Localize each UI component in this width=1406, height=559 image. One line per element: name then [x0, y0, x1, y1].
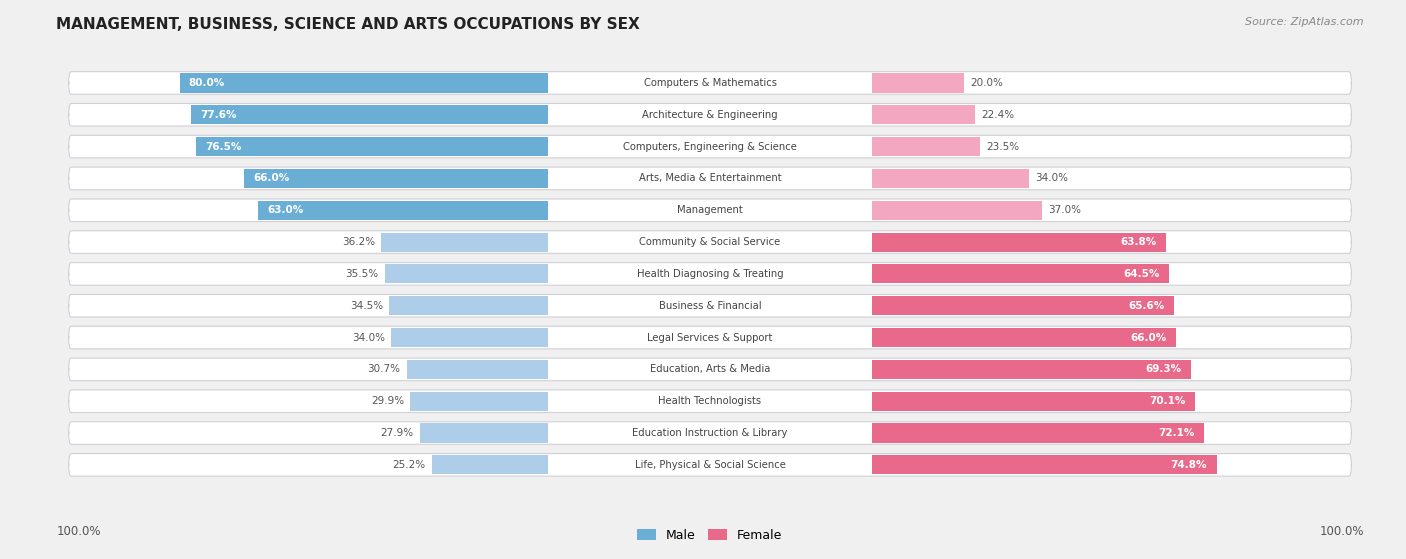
- FancyBboxPatch shape: [69, 167, 1351, 190]
- Bar: [872, 169, 1029, 188]
- Bar: [872, 296, 1174, 315]
- Text: 20.0%: 20.0%: [970, 78, 1002, 88]
- FancyBboxPatch shape: [69, 358, 1351, 381]
- Bar: [411, 392, 548, 411]
- Text: 30.7%: 30.7%: [367, 364, 401, 375]
- Text: 66.0%: 66.0%: [1130, 333, 1167, 343]
- FancyBboxPatch shape: [69, 263, 1351, 285]
- Text: 37.0%: 37.0%: [1049, 205, 1081, 215]
- Text: 74.8%: 74.8%: [1171, 460, 1208, 470]
- FancyBboxPatch shape: [69, 103, 1351, 126]
- Bar: [872, 264, 1170, 283]
- Text: 34.0%: 34.0%: [353, 333, 385, 343]
- Text: Architecture & Engineering: Architecture & Engineering: [643, 110, 778, 120]
- Text: Health Diagnosing & Treating: Health Diagnosing & Treating: [637, 269, 783, 279]
- Text: 25.2%: 25.2%: [392, 460, 426, 470]
- FancyBboxPatch shape: [548, 424, 872, 443]
- FancyBboxPatch shape: [548, 233, 872, 252]
- Text: 77.6%: 77.6%: [200, 110, 236, 120]
- Text: 35.5%: 35.5%: [346, 269, 378, 279]
- Text: 80.0%: 80.0%: [188, 78, 225, 88]
- Text: 34.5%: 34.5%: [350, 301, 382, 311]
- Text: 22.4%: 22.4%: [981, 110, 1015, 120]
- Bar: [406, 360, 548, 379]
- FancyBboxPatch shape: [548, 456, 872, 475]
- Bar: [257, 201, 548, 220]
- Text: Health Technologists: Health Technologists: [658, 396, 762, 406]
- Text: 100.0%: 100.0%: [1319, 525, 1364, 538]
- FancyBboxPatch shape: [69, 295, 1351, 317]
- FancyBboxPatch shape: [548, 328, 872, 347]
- Text: Life, Physical & Social Science: Life, Physical & Social Science: [634, 460, 786, 470]
- Legend: Male, Female: Male, Female: [633, 524, 787, 547]
- Text: Community & Social Service: Community & Social Service: [640, 237, 780, 247]
- FancyBboxPatch shape: [548, 169, 872, 188]
- Text: 65.6%: 65.6%: [1129, 301, 1164, 311]
- Bar: [180, 73, 548, 92]
- Bar: [872, 392, 1195, 411]
- FancyBboxPatch shape: [548, 201, 872, 220]
- Text: Computers, Engineering & Science: Computers, Engineering & Science: [623, 141, 797, 151]
- FancyBboxPatch shape: [69, 453, 1351, 476]
- Bar: [245, 169, 548, 188]
- FancyBboxPatch shape: [548, 392, 872, 411]
- FancyBboxPatch shape: [69, 326, 1351, 349]
- Bar: [872, 424, 1204, 443]
- Bar: [872, 73, 965, 92]
- Bar: [432, 456, 548, 475]
- Bar: [191, 105, 548, 124]
- FancyBboxPatch shape: [548, 73, 872, 92]
- Bar: [391, 328, 548, 347]
- Bar: [872, 137, 980, 156]
- Text: Management: Management: [678, 205, 742, 215]
- FancyBboxPatch shape: [69, 135, 1351, 158]
- Bar: [872, 328, 1175, 347]
- Text: Legal Services & Support: Legal Services & Support: [647, 333, 773, 343]
- Bar: [872, 233, 1166, 252]
- Bar: [872, 105, 976, 124]
- Text: 63.0%: 63.0%: [267, 205, 304, 215]
- Text: 29.9%: 29.9%: [371, 396, 404, 406]
- Bar: [389, 296, 548, 315]
- Text: 23.5%: 23.5%: [987, 141, 1019, 151]
- Text: Arts, Media & Entertainment: Arts, Media & Entertainment: [638, 173, 782, 183]
- Text: 70.1%: 70.1%: [1149, 396, 1185, 406]
- Text: 36.2%: 36.2%: [342, 237, 375, 247]
- Text: 63.8%: 63.8%: [1121, 237, 1157, 247]
- FancyBboxPatch shape: [69, 72, 1351, 94]
- Text: 64.5%: 64.5%: [1123, 269, 1160, 279]
- Bar: [872, 360, 1191, 379]
- Bar: [381, 233, 548, 252]
- Text: Source: ZipAtlas.com: Source: ZipAtlas.com: [1246, 17, 1364, 27]
- Bar: [872, 201, 1042, 220]
- Text: Computers & Mathematics: Computers & Mathematics: [644, 78, 776, 88]
- FancyBboxPatch shape: [69, 421, 1351, 444]
- Text: Education Instruction & Library: Education Instruction & Library: [633, 428, 787, 438]
- FancyBboxPatch shape: [548, 360, 872, 379]
- Text: Education, Arts & Media: Education, Arts & Media: [650, 364, 770, 375]
- Bar: [195, 137, 548, 156]
- Text: MANAGEMENT, BUSINESS, SCIENCE AND ARTS OCCUPATIONS BY SEX: MANAGEMENT, BUSINESS, SCIENCE AND ARTS O…: [56, 17, 640, 32]
- FancyBboxPatch shape: [69, 199, 1351, 221]
- Text: 72.1%: 72.1%: [1159, 428, 1195, 438]
- FancyBboxPatch shape: [69, 390, 1351, 413]
- Text: Business & Financial: Business & Financial: [659, 301, 761, 311]
- Bar: [419, 424, 548, 443]
- Bar: [872, 456, 1216, 475]
- FancyBboxPatch shape: [548, 264, 872, 283]
- Text: 27.9%: 27.9%: [380, 428, 413, 438]
- FancyBboxPatch shape: [548, 137, 872, 156]
- FancyBboxPatch shape: [548, 105, 872, 124]
- Text: 76.5%: 76.5%: [205, 141, 242, 151]
- FancyBboxPatch shape: [69, 231, 1351, 253]
- Bar: [385, 264, 548, 283]
- Text: 69.3%: 69.3%: [1146, 364, 1182, 375]
- Text: 66.0%: 66.0%: [253, 173, 290, 183]
- FancyBboxPatch shape: [548, 296, 872, 315]
- Text: 34.0%: 34.0%: [1035, 173, 1067, 183]
- Text: 100.0%: 100.0%: [56, 525, 101, 538]
